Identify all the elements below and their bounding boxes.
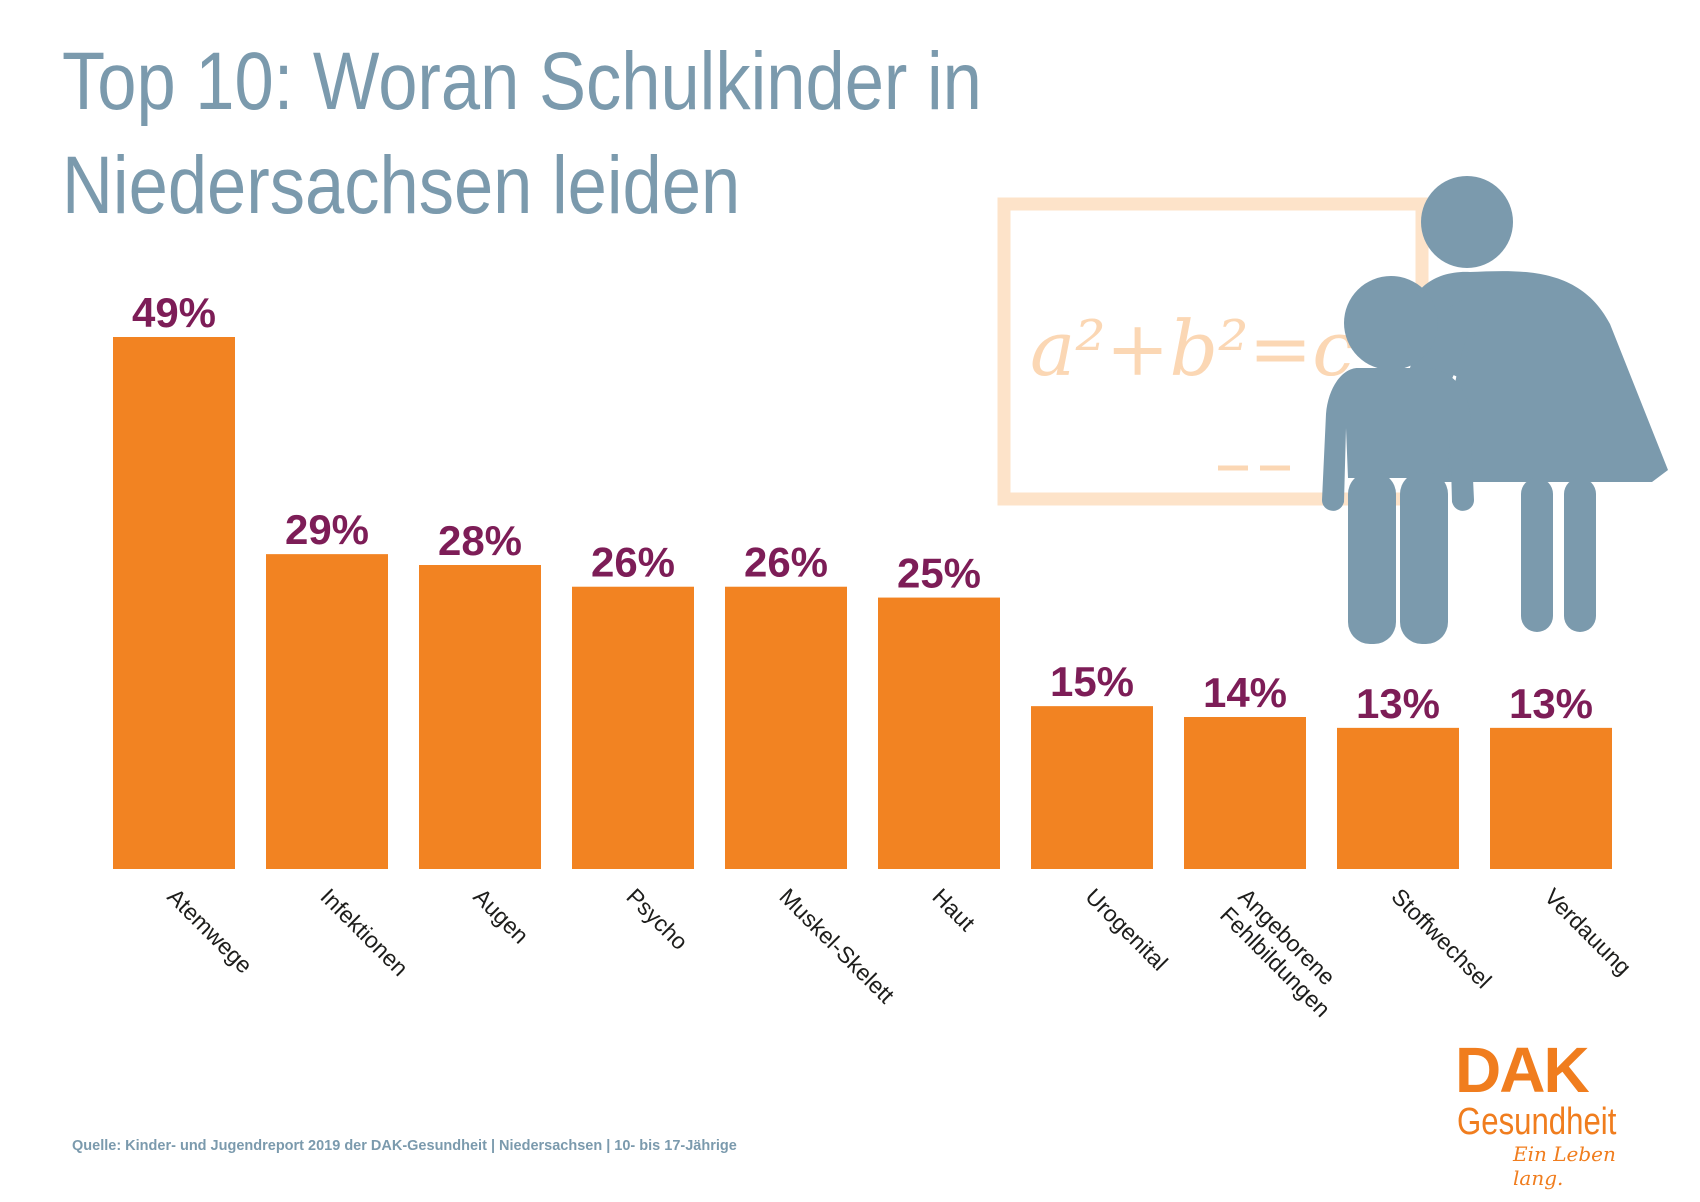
logo-brand: DAK <box>1455 1034 1590 1106</box>
logo-claim: Ein Leben lang. <box>1513 1142 1616 1190</box>
category-label: Haut <box>927 883 980 936</box>
bar-atemwege <box>113 337 235 869</box>
bar-psycho <box>572 586 694 869</box>
value-label: 26% <box>591 539 675 586</box>
chart-title-line-1: Top 10: Woran Schulkinder in <box>62 36 982 127</box>
source-note: Quelle: Kinder- und Jugendreport 2019 de… <box>72 1138 737 1154</box>
value-labels: 49% 29% 28% 26% 26% 25% 15% 14% 13% 13% <box>132 289 1593 727</box>
category-label: Stoffwechsel <box>1386 883 1496 993</box>
dak-logo: DAK Gesundheit Ein Leben lang. <box>1455 1034 1660 1190</box>
category-label: Infektionen <box>315 883 413 981</box>
value-label: 28% <box>438 517 522 564</box>
bar-series <box>113 337 1612 869</box>
category-label: Atemwege <box>162 883 257 978</box>
value-label: 13% <box>1356 680 1440 727</box>
category-label: Psycho <box>621 883 693 955</box>
child-icon <box>1322 276 1474 644</box>
value-label: 49% <box>132 289 216 336</box>
category-label: Augen <box>468 883 533 948</box>
category-label: Verdauung <box>1539 883 1636 980</box>
category-label: Urogenital <box>1080 883 1173 976</box>
bar-urogenital <box>1031 706 1153 869</box>
category-label: AngeboreneFehlbildungen <box>1215 883 1354 1022</box>
teacher-icon <box>1372 176 1668 632</box>
bar-muskel-skelett <box>725 586 847 869</box>
value-label: 14% <box>1203 669 1287 716</box>
value-label: 13% <box>1509 680 1593 727</box>
value-label: 25% <box>897 550 981 597</box>
chart-title-line-2: Niedersachsen leiden <box>62 140 741 231</box>
chalkboard-formula: a²+b²=c² <box>1030 304 1385 393</box>
category-labels: Atemwege Infektionen Augen Psycho Muskel-Ske… <box>162 883 1636 1022</box>
value-label: 26% <box>744 539 828 586</box>
category-label: Muskel-Skelett <box>774 883 899 1008</box>
value-label: 29% <box>285 506 369 553</box>
chart-title: Top 10: Woran Schulkinder in Niedersachs… <box>62 30 982 238</box>
value-label: 15% <box>1050 658 1134 705</box>
bar-angeborene-fehlbildungen <box>1184 717 1306 869</box>
logo-name: Gesundheit <box>1457 1101 1617 1143</box>
bar-stoffwechsel <box>1337 727 1459 869</box>
bar-augen <box>419 565 541 869</box>
bar-haut <box>878 597 1000 869</box>
illustration: a²+b²=c² <box>997 176 1668 644</box>
bar-verdauung <box>1490 727 1612 869</box>
bar-infektionen <box>266 554 388 869</box>
